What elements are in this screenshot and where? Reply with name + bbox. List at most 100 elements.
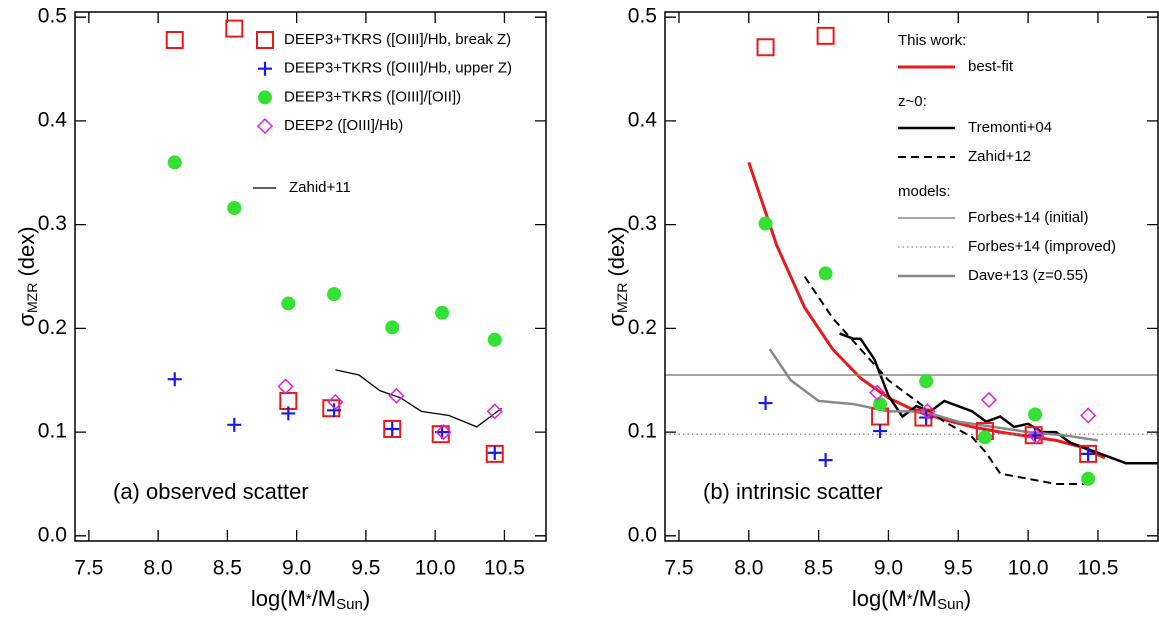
marker-circle: [758, 216, 773, 231]
y-axis-title-part: σ: [604, 313, 629, 327]
x-axis-title-part: ): [363, 586, 370, 611]
marker-plus: [167, 372, 182, 387]
y-axis-title-part: (dex): [14, 226, 39, 282]
marker-plus: [258, 61, 272, 76]
y-tick-label: 0.0: [38, 523, 67, 546]
x-tick-label: 7.5: [664, 557, 693, 580]
legend-label: Forbes+14 (initial): [968, 209, 1088, 226]
marker-circle: [258, 90, 272, 105]
marker-diamond: [1028, 428, 1045, 445]
x-tick-label: 10.5: [1078, 557, 1119, 580]
legend-label: DEEP2 ([OIII]/Hb): [284, 117, 403, 134]
line-series: [803, 275, 1084, 485]
marker-square: [165, 31, 184, 50]
x-axis-title-part: *: [907, 591, 913, 608]
plot-frame: [74, 11, 547, 542]
legend-label: DEEP3+TKRS ([OIII]/[OII]): [284, 88, 461, 105]
x-axis-title-part: /M: [913, 586, 937, 611]
x-axis-title-part: log(M: [852, 586, 907, 611]
marker-square: [256, 31, 274, 49]
plot-area: [165, 19, 504, 463]
y-axis-title-part: σ: [14, 313, 39, 327]
y-axis-title-part: MZR: [24, 283, 40, 313]
legend-label: Dave+13 (z=0.55): [968, 267, 1088, 284]
y-tick-label: 0.2: [628, 316, 657, 339]
marker-square: [225, 19, 244, 38]
x-tick-label: 10.0: [415, 557, 456, 580]
marker-circle: [1028, 407, 1043, 422]
marker-square: [756, 38, 775, 57]
legend-label: DEEP3+TKRS ([OIII]/Hb, upper Z): [284, 60, 512, 77]
x-axis-title-part: /M: [312, 586, 336, 611]
legend-heading: z~0:: [898, 93, 927, 110]
marker-diamond: [869, 384, 886, 401]
x-tick-label: 9.5: [351, 557, 380, 580]
legend-label: DEEP3+TKRS ([OIII]/Hb, break Z): [284, 31, 511, 48]
marker-plus: [818, 453, 833, 468]
y-axis-title: σMZR (dex): [14, 226, 40, 326]
marker-square: [322, 399, 341, 418]
marker-plus: [327, 403, 342, 418]
y-tick-label: 0.4: [628, 108, 658, 131]
y-tick-label: 0.5: [38, 5, 67, 28]
x-tick-label: 7.5: [74, 557, 103, 580]
marker-diamond: [1080, 407, 1097, 424]
marker-plus: [873, 424, 888, 439]
line-series: [768, 348, 1099, 442]
marker-circle: [435, 305, 450, 320]
marker-plus: [385, 421, 400, 436]
marker-plus: [487, 445, 502, 460]
marker-plus: [227, 417, 242, 432]
marker-circle: [919, 374, 934, 389]
y-tick-label: 0.1: [38, 420, 67, 443]
annotation: (b) intrinsic scatter: [703, 479, 883, 504]
marker-circle: [873, 397, 888, 412]
legend-heading: This work:: [898, 32, 966, 49]
x-axis-title-part: Sun: [937, 596, 964, 613]
y-tick-label: 0.4: [38, 108, 68, 131]
y-tick-label: 0.5: [628, 5, 657, 28]
marker-diamond: [388, 387, 405, 404]
x-axis-title-part: Sun: [336, 596, 363, 613]
marker-plus: [281, 406, 296, 421]
line-series: [839, 332, 1158, 465]
x-axis-title-part: log(M: [251, 586, 306, 611]
marker-diamond: [980, 391, 998, 408]
marker-circle: [281, 296, 296, 311]
marker-square: [816, 26, 835, 45]
x-axis-title: log(M*/MSun): [852, 586, 971, 613]
x-axis-title-part: *: [306, 591, 312, 608]
y-axis-title-part: (dex): [604, 226, 629, 282]
marker-diamond: [435, 424, 452, 441]
marker-diamond: [327, 393, 344, 411]
legend-label: Forbes+14 (improved): [968, 238, 1116, 255]
y-tick-label: 0.3: [628, 212, 657, 235]
marker-circle: [1081, 471, 1096, 486]
y-tick-label: 0.3: [38, 212, 67, 235]
plot-frame: [664, 11, 1159, 542]
marker-circle: [977, 430, 992, 445]
legend-heading: models:: [898, 183, 951, 200]
legend-label: Tremonti+04: [968, 119, 1052, 136]
marker-diamond: [256, 118, 274, 135]
legend-label: best-fit: [968, 58, 1014, 75]
marker-circle: [327, 287, 342, 302]
y-axis-title: σMZR (dex): [604, 226, 630, 326]
legend-label: Zahid+12: [968, 148, 1031, 165]
marker-circle: [487, 332, 502, 347]
x-tick-label: 10.0: [1008, 557, 1049, 580]
marker-diamond: [277, 378, 294, 395]
marker-plus: [1081, 446, 1096, 461]
legend-label: Zahid+11: [289, 179, 351, 196]
marker-circle: [818, 266, 833, 281]
marker-circle: [167, 155, 182, 170]
y-axis-title-part: MZR: [614, 283, 630, 313]
annotation: (a) observed scatter: [113, 479, 309, 504]
x-axis-title: log(M*/MSun): [251, 586, 370, 613]
marker-circle: [227, 201, 242, 216]
line-series: [335, 369, 503, 428]
marker-square: [383, 419, 402, 438]
x-tick-label: 8.5: [213, 557, 242, 580]
x-tick-label: 8.5: [804, 557, 833, 580]
